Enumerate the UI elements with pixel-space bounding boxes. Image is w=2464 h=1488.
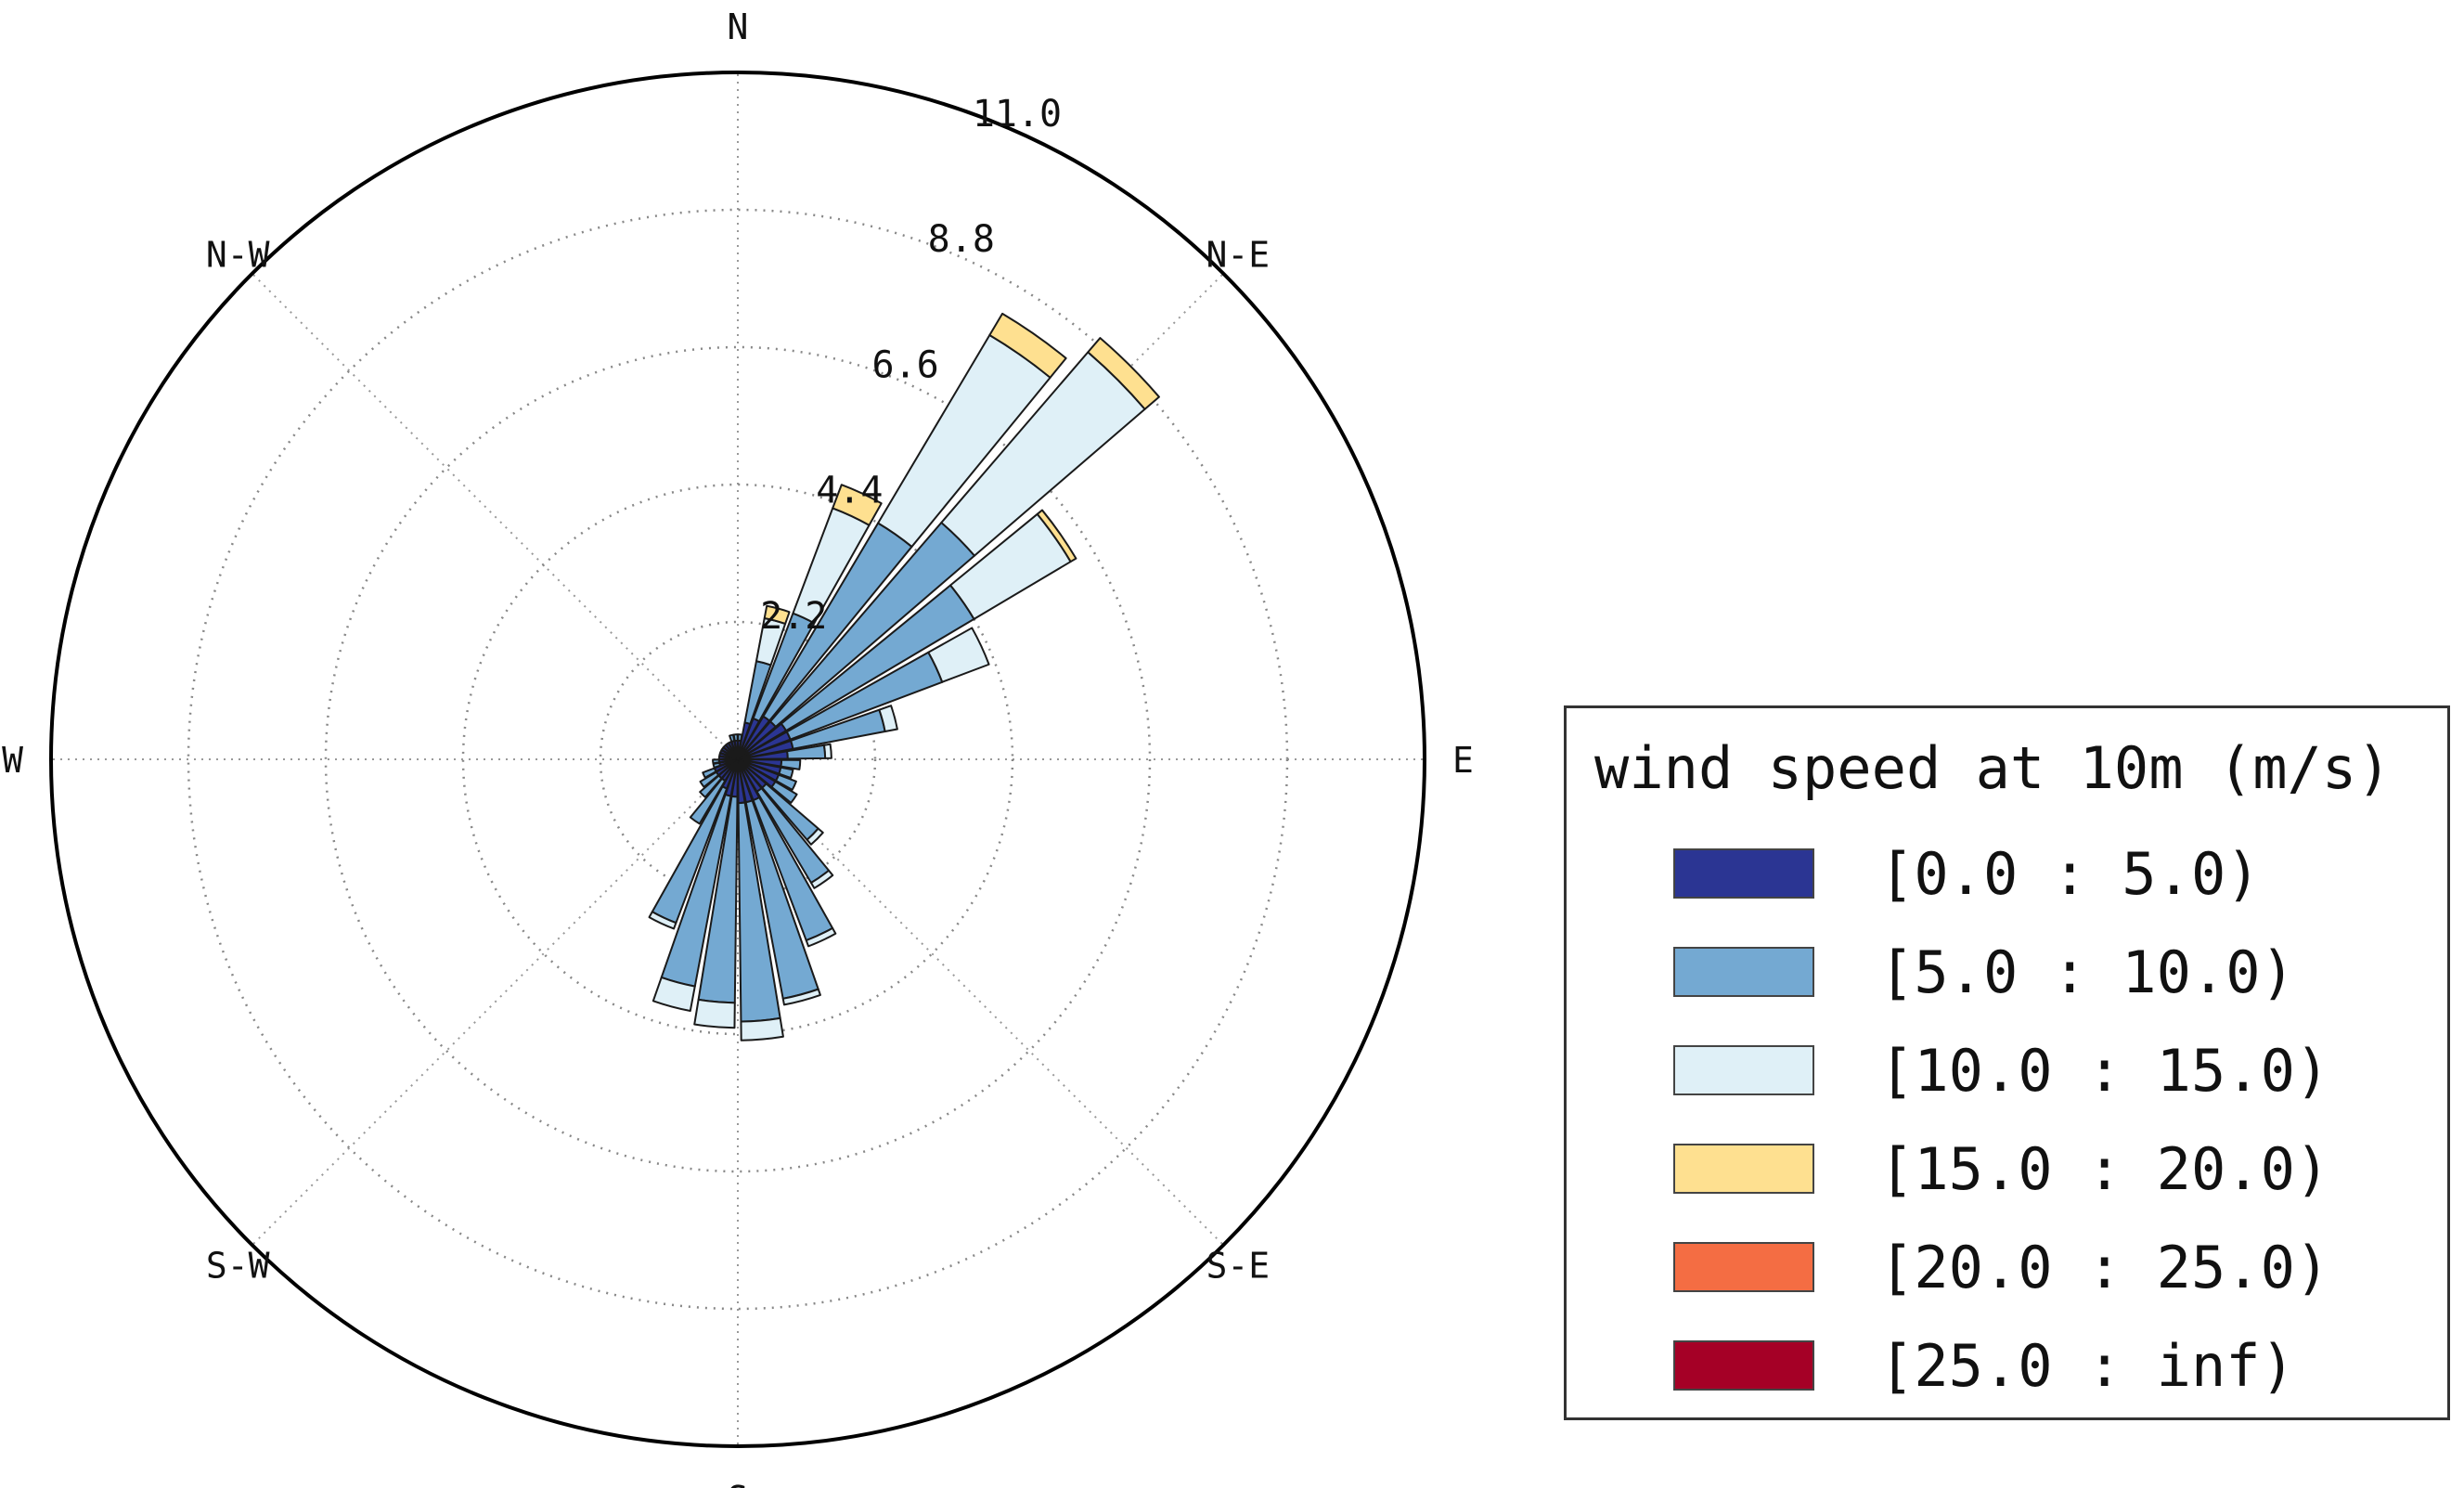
direction-label: S [728, 1479, 749, 1488]
bar-segment [699, 774, 723, 798]
bar-segment [1087, 337, 1160, 410]
legend-label: [20.0 : 25.0) [1879, 1233, 2330, 1301]
bar-segment [732, 733, 739, 743]
legend-item: [5.0 : 10.0) [1673, 923, 2329, 1021]
bar-segment [781, 988, 821, 1006]
bar-segment [778, 766, 794, 780]
legend-label: [5.0 : 10.0) [1879, 938, 2295, 1006]
direction-label: N-W [206, 235, 270, 276]
grid-ring [324, 345, 1152, 1173]
grid-spoke [252, 758, 739, 1246]
direction-label: S-W [206, 1245, 270, 1286]
bar-segment [805, 926, 837, 948]
legend-title: wind speed at 10m (m/s) [1594, 734, 2392, 802]
bar-segment [651, 976, 696, 1013]
legend-item: [10.0 : 15.0) [1673, 1021, 2329, 1119]
bar-segment [775, 773, 797, 791]
bar-segment [699, 770, 720, 788]
wind-rose-bars [648, 312, 1160, 1042]
radial-tick-label: 2.2 [760, 595, 827, 638]
outer-boundary [49, 71, 1426, 1448]
bar-segment [740, 1016, 784, 1042]
bar-segment [763, 604, 791, 625]
grid-ring [461, 483, 1014, 1036]
direction-label: N [728, 6, 749, 47]
bar-segment [689, 777, 727, 825]
radial-tick-label: 8.8 [928, 218, 995, 261]
bar-segment [806, 827, 824, 846]
bar-segment [988, 312, 1067, 379]
radial-tick-labels: 2.2 4.4 6.6 8.8 11.0 [760, 93, 1062, 638]
bar-segment [702, 767, 717, 779]
legend-swatch [1673, 1340, 1814, 1391]
legend-items: [0.0 : 5.0) [5.0 : 10.0) [10.0 : 15.0) [… [1673, 824, 2329, 1415]
radial-tick-label: 11.0 [973, 93, 1062, 136]
legend: wind speed at 10m (m/s) [0.0 : 5.0) [5.0… [1564, 705, 2450, 1420]
bar-segment [809, 869, 834, 889]
bar-segment [878, 705, 898, 733]
bar-segment [712, 758, 721, 765]
grid-spoke [252, 273, 739, 760]
polar-grid [49, 71, 1426, 1448]
legend-item: [15.0 : 20.0) [1673, 1119, 2329, 1218]
wind-rose-chart: 2.2 4.4 6.6 8.8 11.0 N N-E E S-E S S-W W N-W [2, 6, 1474, 1488]
grid-ring [187, 208, 1289, 1311]
bar-segment [770, 781, 798, 804]
bar-segment [693, 998, 736, 1029]
grid-spoke [737, 758, 1224, 1246]
legend-label: [10.0 : 15.0) [1879, 1036, 2330, 1105]
legend-item: [25.0 : inf) [1673, 1316, 2329, 1415]
legend-label: [25.0 : inf) [1879, 1331, 2295, 1400]
legend-swatch [1673, 1242, 1814, 1292]
direction-label: W [2, 740, 23, 781]
bar-segment [780, 758, 802, 770]
bar-segment [927, 627, 990, 683]
radial-tick-label: 6.6 [871, 343, 938, 386]
direction-label: N-E [1206, 235, 1270, 276]
legend-swatch [1673, 1144, 1814, 1194]
bar-segment [648, 911, 677, 930]
radial-tick-label: 4.4 [816, 470, 883, 512]
direction-label: E [1452, 740, 1474, 781]
legend-swatch [1673, 1045, 1814, 1095]
bar-segment [1036, 509, 1077, 563]
direction-label: S-E [1206, 1245, 1270, 1286]
legend-label: [0.0 : 5.0) [1879, 839, 2261, 908]
legend-swatch [1673, 848, 1814, 899]
direction-labels: N N-E E S-E S S-W W N-W [2, 6, 1474, 1488]
legend-item: [0.0 : 5.0) [1673, 824, 2329, 923]
legend-item: [20.0 : 25.0) [1673, 1218, 2329, 1316]
legend-label: [15.0 : 20.0) [1879, 1134, 2330, 1203]
legend-swatch [1673, 947, 1814, 997]
grid-ring [599, 620, 877, 899]
bar-segment [822, 743, 832, 759]
bar-segment [832, 484, 883, 526]
